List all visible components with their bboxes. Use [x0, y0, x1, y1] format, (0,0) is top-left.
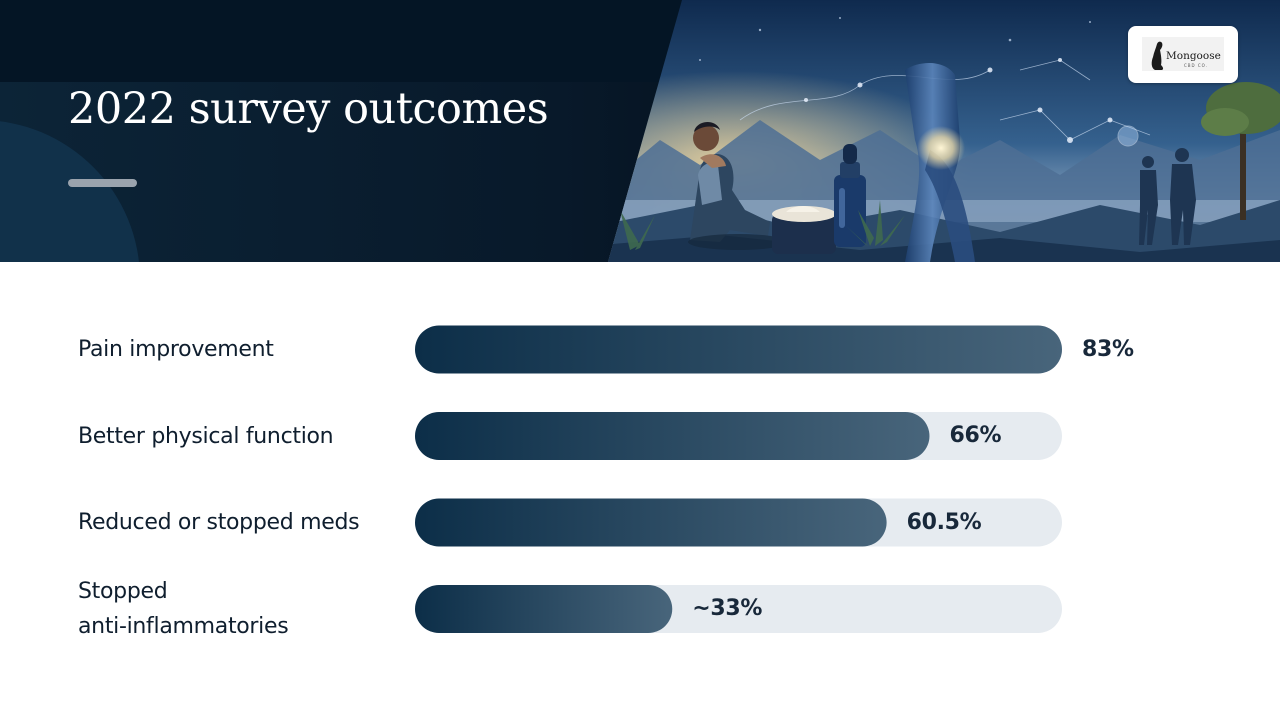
- category-label-line: Stopped: [78, 579, 168, 604]
- value-label-1: 83%: [1082, 336, 1134, 362]
- category-label-2: Better physical function: [78, 419, 408, 454]
- page-title: 2022 survey outcomes: [68, 84, 549, 134]
- header-banner: 2022 survey outcomes Mongoose CBD CO.: [0, 0, 1280, 262]
- bar-4: [415, 585, 673, 633]
- logo-subtext: CBD CO.: [1184, 63, 1208, 68]
- category-label-line: Pain improvement: [78, 337, 274, 362]
- bar-3: [415, 498, 887, 547]
- category-label-1: Pain improvement: [78, 332, 408, 367]
- mongoose-logo-icon: Mongoose CBD CO.: [1142, 37, 1224, 71]
- value-label-4: ~33%: [692, 596, 763, 621]
- survey-bar-chart: [0, 262, 1280, 720]
- bar-chart-svg: [415, 325, 1062, 633]
- title-underline: [68, 179, 137, 187]
- category-label-3: Reduced or stopped meds: [78, 505, 408, 540]
- category-label-line: Better physical function: [78, 423, 334, 449]
- category-label-4: Stopped anti-inflammatories: [78, 574, 408, 644]
- value-label-3: 60.5%: [906, 509, 982, 535]
- category-label-line: anti-inflammatories: [78, 614, 289, 639]
- value-label-2: 66%: [949, 423, 1002, 448]
- logo-wordmark: Mongoose: [1166, 50, 1221, 62]
- category-label-line: Reduced or stopped meds: [78, 510, 360, 535]
- brand-logo: Mongoose CBD CO.: [1128, 26, 1238, 83]
- bar-2: [415, 412, 930, 460]
- bar-1: [415, 325, 1062, 374]
